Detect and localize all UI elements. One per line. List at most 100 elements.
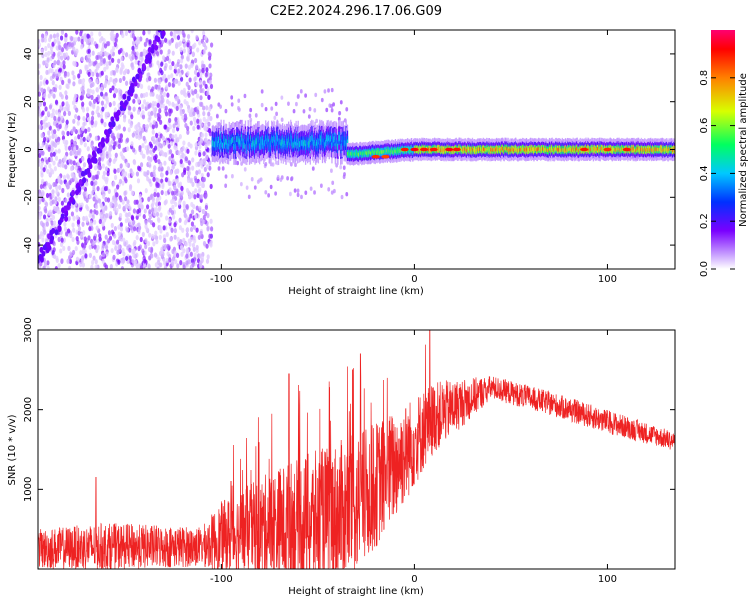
heatmap-band-mark xyxy=(374,151,376,156)
heatmap-noise-mark xyxy=(207,111,211,117)
heatmap-noise-mark xyxy=(141,142,145,149)
heatmap-band-mark xyxy=(383,149,385,154)
heatmap-noise-mark xyxy=(209,83,214,89)
heatmap-band-mark xyxy=(574,147,576,151)
heatmap-noise-mark xyxy=(101,243,105,249)
heatmap-noise-mark xyxy=(50,146,54,152)
heatmap-band-mark xyxy=(354,151,357,156)
heatmap-band-mark xyxy=(492,148,494,153)
heatmap-noise-mark xyxy=(160,39,165,45)
heatmap-band-mark xyxy=(490,148,493,153)
heatmap-band-mark xyxy=(302,140,304,147)
heatmap-noise-mark xyxy=(127,211,131,217)
heatmap-band-mark xyxy=(550,146,553,151)
heatmap-noise-mark xyxy=(230,102,234,107)
heatmap-noise-mark xyxy=(152,169,156,176)
heatmap-noise-mark xyxy=(105,185,109,191)
heatmap-noise-mark xyxy=(296,93,300,99)
heatmap-noise-mark xyxy=(325,107,329,113)
heatmap-band-mark xyxy=(259,143,261,150)
heatmap-band-mark xyxy=(438,147,440,151)
heatmap-noise-mark xyxy=(46,265,50,269)
heatmap-noise-mark xyxy=(78,69,83,75)
heatmap-noise-mark xyxy=(40,160,44,166)
heatmap-noise-mark xyxy=(66,71,70,77)
heatmap-noise-mark xyxy=(81,249,85,255)
heatmap-band-mark xyxy=(265,138,268,145)
heatmap-noise-mark xyxy=(52,220,57,226)
heatmap-noise-mark xyxy=(146,176,150,182)
heatmap-noise-mark xyxy=(148,209,152,215)
heatmap-noise-mark xyxy=(168,218,172,224)
heatmap-band-mark xyxy=(444,147,446,152)
heatmap-noise-mark xyxy=(133,199,137,205)
heatmap-noise-mark xyxy=(63,226,68,232)
heatmap-noise-mark xyxy=(47,37,52,43)
heatmap-noise-mark xyxy=(53,60,57,66)
heatmap-band-mark xyxy=(497,148,499,152)
heatmap-band-mark xyxy=(475,148,477,153)
heatmap-noise-mark xyxy=(99,202,103,208)
heatmap-noise-mark xyxy=(163,237,167,244)
heatmap-noise-mark xyxy=(205,155,209,161)
heatmap-band-mark xyxy=(223,134,225,141)
heatmap-band-mark xyxy=(481,148,483,153)
heatmap-noise-mark xyxy=(112,181,116,187)
heatmap-noise-mark xyxy=(180,245,184,251)
heatmap-noise-mark xyxy=(109,76,113,83)
heatmap-noise-mark xyxy=(47,42,51,49)
heatmap-noise-mark xyxy=(127,127,131,133)
heatmap-noise-mark xyxy=(170,153,175,159)
heatmap-band-mark xyxy=(496,146,498,151)
heatmap-noise-mark xyxy=(44,33,48,39)
heatmap-noise-mark xyxy=(163,160,167,166)
heatmap-noise-mark xyxy=(147,217,151,223)
heatmap-band-mark xyxy=(591,146,593,151)
heatmap-noise-mark xyxy=(90,142,94,149)
heatmap-noise-mark xyxy=(72,160,76,166)
heatmap-noise-mark xyxy=(159,212,163,218)
heatmap-noise-mark xyxy=(189,226,194,233)
heatmap-band-mark xyxy=(278,138,280,145)
heatmap-noise-mark xyxy=(121,247,125,254)
heatmap-band-mark xyxy=(341,143,343,150)
heatmap-band-mark xyxy=(356,152,359,156)
heatmap-band-mark xyxy=(417,148,420,153)
heatmap-band-mark xyxy=(427,147,430,152)
heatmap-band-mark xyxy=(388,148,390,153)
heatmap-noise-mark xyxy=(219,104,222,109)
heatmap-band-mark xyxy=(309,143,311,150)
heatmap-noise-mark xyxy=(95,54,99,61)
heatmap-noise-mark xyxy=(154,230,158,236)
heatmap-noise-mark xyxy=(65,83,69,89)
heatmap-noise-mark xyxy=(192,111,196,117)
heatmap-band-mark xyxy=(473,147,476,152)
heatmap-noise-mark xyxy=(72,126,76,132)
heatmap-band-mark xyxy=(485,148,487,152)
heatmap-noise-mark xyxy=(90,180,94,186)
heatmap-band-mark xyxy=(219,142,222,149)
heatmap-noise-mark xyxy=(207,94,211,101)
heatmap-noise-mark xyxy=(137,222,141,228)
heatmap-noise-mark xyxy=(160,99,164,105)
heatmap-band-mark xyxy=(221,142,224,149)
heatmap-noise-mark xyxy=(327,88,330,93)
heatmap-noise-mark xyxy=(199,122,203,128)
heatmap-noise-mark xyxy=(128,53,132,60)
heatmap-noise-mark xyxy=(48,163,52,169)
heatmap-band-mark xyxy=(379,151,381,155)
heatmap-noise-mark xyxy=(50,220,54,226)
heatmap-noise-mark xyxy=(193,69,198,75)
heatmap-noise-mark xyxy=(53,115,57,122)
heatmap-noise-mark xyxy=(158,79,162,85)
heatmap-noise-mark xyxy=(145,102,149,108)
heatmap-diagonal-mark xyxy=(87,157,92,164)
heatmap-noise-mark xyxy=(279,177,283,182)
heatmap-noise-mark xyxy=(169,170,173,176)
heatmap-noise-mark xyxy=(199,87,203,94)
heatmap-band-mark xyxy=(255,140,257,147)
heatmap-noise-mark xyxy=(296,192,300,198)
heatmap-band-mark xyxy=(542,146,544,151)
heatmap-band-mark xyxy=(558,148,560,152)
heatmap-noise-mark xyxy=(39,81,43,87)
